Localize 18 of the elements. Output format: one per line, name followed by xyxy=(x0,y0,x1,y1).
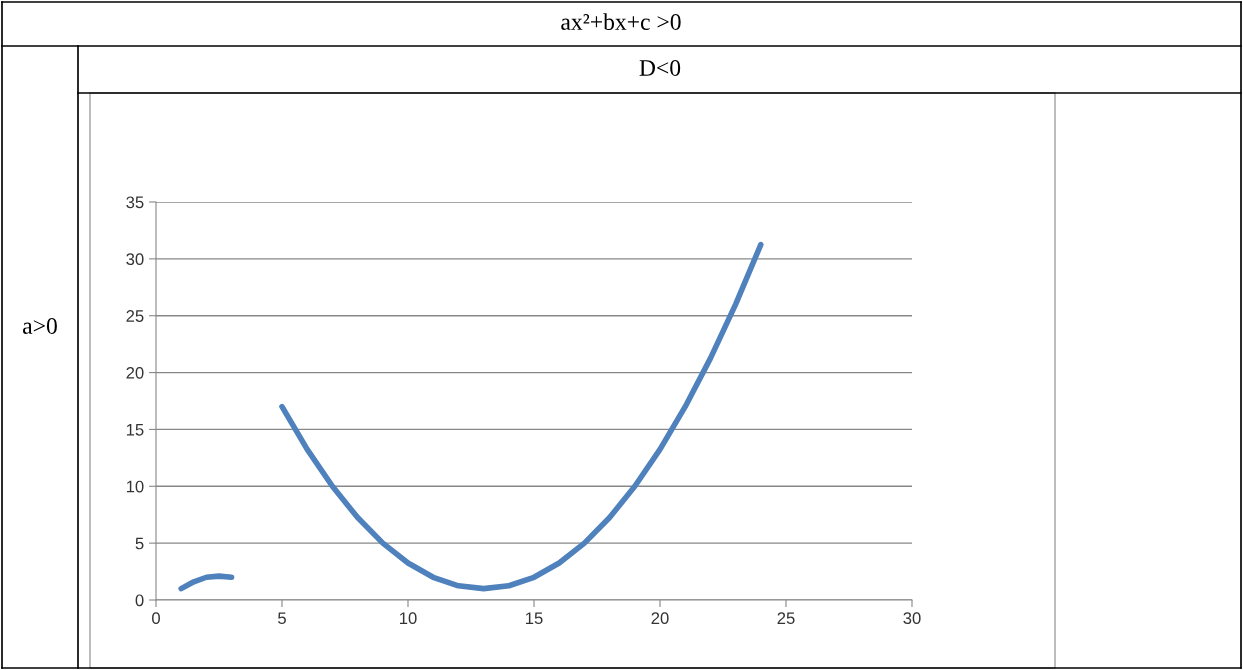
text: a>0 xyxy=(23,317,57,334)
y-tick-label: 10 xyxy=(126,480,144,493)
y-tick-label: 0 xyxy=(135,594,144,607)
y-tick-label: 5 xyxy=(135,537,144,550)
x-tick-label: 20 xyxy=(651,612,669,625)
x-tick-label: 0 xyxy=(152,612,160,625)
y-tick-label: 20 xyxy=(126,366,144,379)
y-tick-label: 35 xyxy=(126,196,144,209)
x-tick-label: 15 xyxy=(526,612,543,625)
y-tick-label: 25 xyxy=(126,310,144,322)
x-tick-label: 25 xyxy=(777,612,795,625)
chart-title: ax²+bx+c >0 xyxy=(561,13,681,30)
x-tick-label: 30 xyxy=(903,612,921,625)
y-tick-label: 30 xyxy=(126,253,144,266)
y-tick-label: 15 xyxy=(126,424,144,436)
x-tick-label: 10 xyxy=(400,612,417,625)
x-tick-label: 5 xyxy=(278,612,286,625)
chart-subtitle: D<0 xyxy=(639,59,681,76)
